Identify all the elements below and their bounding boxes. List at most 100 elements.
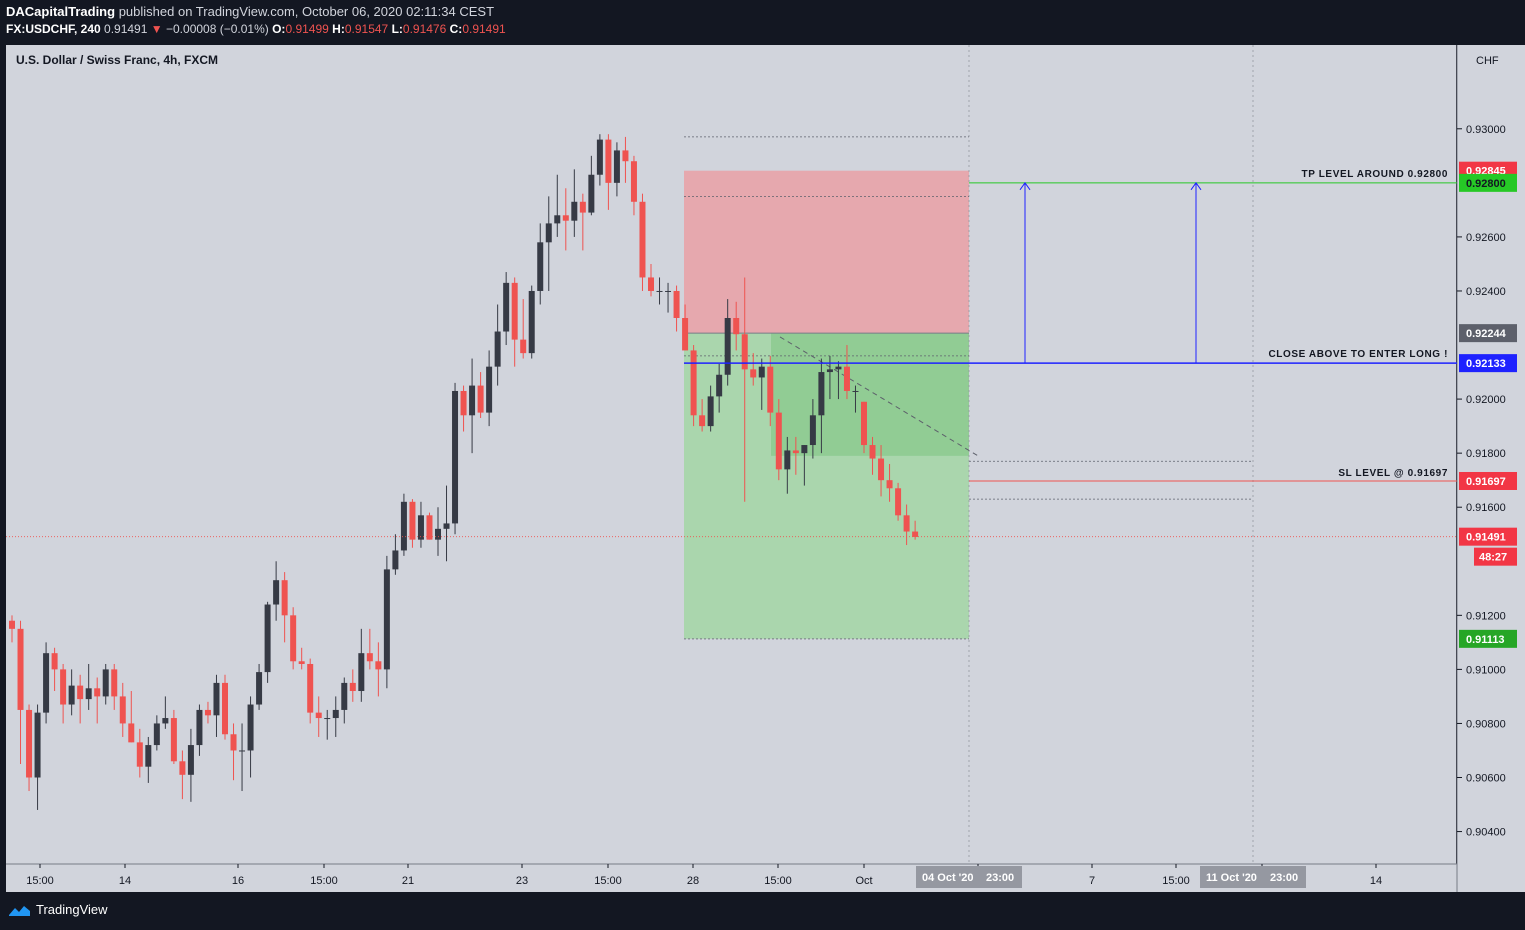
candle — [622, 136, 629, 183]
candle — [639, 193, 646, 291]
close-label: C: — [449, 22, 463, 36]
candle — [145, 736, 152, 783]
candle — [630, 155, 637, 216]
tp-level-label: TP LEVEL AROUND 0.92800 — [1302, 169, 1448, 180]
candle — [613, 142, 620, 197]
candle-body — [869, 445, 876, 459]
candle — [528, 285, 535, 359]
candle — [239, 723, 246, 792]
tradingview-brand[interactable]: TradingView — [8, 902, 108, 917]
last-price-badge-bg — [1459, 527, 1517, 546]
candle — [298, 647, 305, 670]
candle-body — [613, 150, 620, 183]
candle — [537, 223, 544, 305]
candle — [426, 512, 433, 540]
candle-body — [324, 718, 331, 720]
candle — [673, 285, 680, 332]
currency-label: CHF — [1476, 55, 1499, 67]
candle-body — [571, 201, 578, 221]
candle-body — [452, 390, 459, 524]
candle — [571, 169, 578, 237]
candle-body — [60, 669, 67, 705]
x-tick-label: 15:00 — [594, 875, 622, 887]
candle-body — [469, 385, 476, 416]
candle — [843, 345, 850, 400]
candle — [290, 607, 297, 670]
candle — [417, 501, 424, 548]
candle-body — [656, 290, 663, 292]
candle — [111, 663, 118, 710]
candle — [409, 499, 416, 548]
x-tick-label: 15:00 — [26, 875, 54, 887]
candle-body — [145, 745, 152, 767]
sl-price-badge-bg — [1459, 471, 1517, 490]
y-tick-label: 0.91000 — [1466, 664, 1506, 676]
candle — [895, 482, 902, 521]
time-highlight-label: 23:00 — [986, 872, 1014, 884]
candle — [324, 709, 331, 740]
candle-body — [417, 515, 424, 540]
stop-loss-zone — [684, 170, 969, 334]
entry-price-badge: 0.92133 — [1466, 358, 1506, 370]
candle — [486, 350, 493, 427]
candle — [801, 445, 808, 486]
position-entry-badge-bg — [1459, 324, 1517, 343]
candle — [469, 358, 476, 454]
up-arrow-icon — [1019, 181, 1031, 191]
open-label: O: — [272, 22, 286, 36]
entry-level-label: CLOSE ABOVE TO ENTER LONG ! — [1268, 349, 1448, 360]
candle — [26, 704, 33, 792]
candle-body — [835, 366, 842, 370]
candle-body — [861, 401, 867, 446]
candle — [9, 615, 15, 643]
candle — [60, 663, 67, 724]
candle-body — [460, 390, 467, 416]
last-price-badge: 0.91491 — [1466, 532, 1506, 544]
x-tick-label: 21 — [402, 875, 414, 887]
candle — [878, 445, 885, 497]
candle-body — [264, 604, 271, 673]
candle-body — [34, 712, 41, 778]
candle — [579, 193, 586, 251]
candle — [315, 696, 322, 737]
symbol-label[interactable]: FX:USDCHF, 240 — [6, 22, 101, 36]
candle-body — [716, 374, 723, 397]
candle-body — [801, 445, 808, 454]
publish-info: published on TradingView.com, October 06… — [118, 4, 495, 19]
open-value: 0.91499 — [285, 22, 329, 36]
candle — [136, 728, 143, 778]
candle-body — [341, 682, 348, 710]
down-arrow-icon: ▼ — [150, 22, 163, 36]
ohlc-line: FX:USDCHF, 240 0.91491 ▼ −0.00008 (−0.01… — [6, 22, 506, 36]
candle-body — [724, 318, 731, 375]
candle — [222, 674, 228, 740]
candle — [605, 134, 612, 210]
candle — [716, 363, 723, 413]
candle-body — [699, 415, 706, 427]
candle-body — [741, 334, 748, 370]
candle-body — [358, 653, 365, 692]
y-tick-label: 0.91600 — [1466, 502, 1506, 514]
author-name[interactable]: DACapitalTrading — [6, 4, 116, 19]
candle-body — [596, 139, 603, 175]
x-tick-label: 14 — [1370, 875, 1382, 887]
candle-body — [51, 653, 58, 670]
candle — [247, 696, 254, 778]
x-tick-label: 15:00 — [764, 875, 792, 887]
candle — [102, 663, 109, 705]
candle-body — [528, 290, 535, 354]
candle-body — [579, 201, 586, 213]
candle — [588, 155, 595, 216]
candle-body — [332, 709, 339, 719]
candle-body — [486, 366, 493, 413]
candle — [179, 750, 186, 800]
candle-body — [852, 390, 859, 392]
last-price: 0.91491 — [104, 22, 148, 36]
candle — [452, 382, 459, 535]
candle-body — [665, 290, 672, 292]
candle — [477, 372, 484, 419]
candle — [17, 620, 24, 764]
candle-body — [111, 669, 118, 697]
candle-body — [903, 515, 910, 532]
